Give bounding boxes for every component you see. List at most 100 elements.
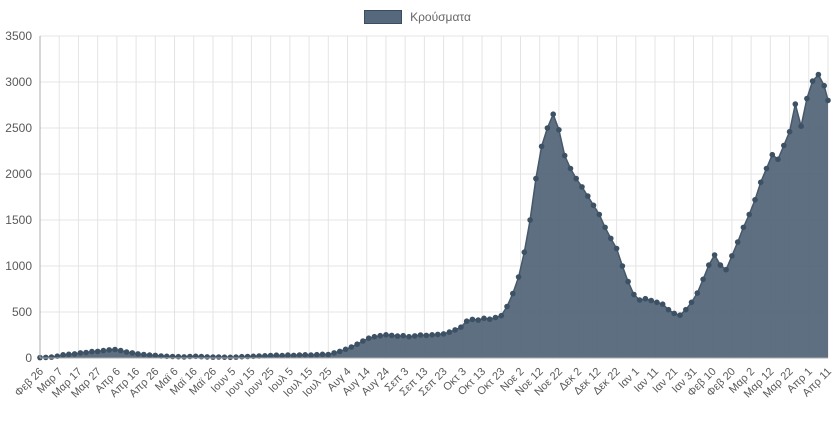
- data-point-dot: [337, 348, 343, 355]
- data-point-dot: [746, 211, 752, 218]
- axes: [39, 36, 828, 359]
- series-data-points: [37, 71, 831, 361]
- data-point-dot: [504, 303, 510, 310]
- data-point-dot: [608, 235, 614, 242]
- data-point-dot: [279, 352, 286, 359]
- data-point-dot: [452, 327, 458, 333]
- data-point-dot: [510, 290, 516, 297]
- data-point-dot: [342, 346, 349, 353]
- data-point-dot: [354, 341, 360, 348]
- legend-color-swatch: [364, 10, 403, 24]
- data-point-dot: [769, 151, 776, 158]
- data-point-dot: [498, 312, 505, 319]
- data-point-dot: [734, 239, 741, 245]
- data-point-dot: [798, 123, 804, 129]
- data-point-dot: [825, 97, 831, 104]
- data-point-dot: [285, 352, 291, 358]
- data-point-dot: [446, 329, 453, 335]
- data-point-dot: [141, 351, 147, 358]
- data-point-dot: [152, 352, 159, 359]
- series-area-fill: [40, 74, 828, 358]
- data-point-dot: [100, 347, 107, 354]
- data-point-dot: [66, 351, 72, 358]
- data-point-dot: [412, 333, 418, 339]
- data-point-dot: [475, 317, 482, 323]
- data-point-dot: [117, 347, 124, 354]
- data-point-dot: [573, 175, 579, 182]
- y-tick-label: 2500: [5, 121, 32, 135]
- data-point-dot: [215, 354, 222, 360]
- data-point-dot: [423, 332, 430, 339]
- data-point-dot: [567, 165, 574, 172]
- data-point-dot: [809, 78, 816, 84]
- data-point-dot: [158, 353, 164, 359]
- legend-item-cases[interactable]: Κρούσματα: [0, 8, 835, 26]
- data-point-dot: [527, 217, 533, 223]
- data-point-dot: [429, 332, 435, 338]
- data-point-dot: [492, 314, 499, 321]
- data-point-dot: [314, 351, 320, 358]
- data-point-dot: [458, 324, 464, 331]
- data-point-dot: [89, 348, 95, 355]
- data-point-dot: [135, 351, 141, 357]
- data-point-dot: [815, 71, 822, 78]
- data-point-dot: [48, 354, 55, 360]
- data-point-dot: [654, 299, 660, 306]
- data-point-dot: [613, 245, 620, 252]
- data-point-dot: [360, 338, 366, 344]
- data-point-dot: [302, 352, 309, 358]
- data-point-dot: [94, 348, 101, 355]
- data-point-dot: [400, 332, 407, 339]
- data-point-dot: [348, 344, 355, 350]
- data-point-dot: [256, 353, 262, 359]
- data-point-dot: [435, 331, 441, 338]
- data-point-dot: [463, 318, 470, 325]
- data-point-dot: [792, 101, 799, 107]
- data-point-dot: [521, 249, 528, 255]
- data-point-dot: [239, 353, 245, 360]
- data-point-dot: [688, 299, 695, 306]
- y-tick-label: 1000: [5, 259, 32, 273]
- data-point-dot: [308, 352, 314, 358]
- data-point-dot: [804, 95, 810, 102]
- data-point-dot: [273, 352, 280, 359]
- data-point-dot: [440, 331, 447, 337]
- data-point-dot: [602, 224, 608, 231]
- data-point-dot: [515, 274, 522, 280]
- data-point-dot: [590, 202, 597, 209]
- data-point-dot: [775, 156, 781, 163]
- data-point-dot: [642, 295, 649, 302]
- data-point-dot: [60, 352, 66, 358]
- data-point-dot: [619, 263, 626, 269]
- data-point-dot: [233, 354, 239, 360]
- data-point-dot: [821, 82, 827, 89]
- data-point-dot: [683, 306, 689, 313]
- data-point-dot: [706, 262, 712, 268]
- data-point-dot: [221, 354, 228, 361]
- data-point-dot: [596, 211, 603, 218]
- data-point-dot: [198, 353, 205, 360]
- data-point-dot: [636, 297, 643, 303]
- data-point-dot: [469, 316, 476, 323]
- data-point-dot: [763, 165, 770, 172]
- y-tick-label: 2000: [5, 167, 32, 181]
- y-tick-label: 1500: [5, 213, 32, 227]
- y-tick-label: 3500: [5, 29, 32, 43]
- data-point-dot: [625, 278, 631, 285]
- data-point-dot: [723, 266, 729, 273]
- data-point-dot: [175, 353, 182, 360]
- data-point-dot: [665, 306, 672, 313]
- data-point-dot: [417, 332, 424, 338]
- data-point-dot: [388, 332, 395, 339]
- data-point-dot: [331, 350, 337, 356]
- data-point-dot: [146, 352, 153, 358]
- y-axis-tick-labels: 0 500 1000 1500 2000 2500 3000 3500: [5, 29, 32, 365]
- data-point-dot: [77, 350, 84, 356]
- data-point-dot: [383, 332, 389, 338]
- data-point-dot: [700, 276, 706, 283]
- data-point-dot: [694, 290, 701, 296]
- data-point-dot: [106, 347, 112, 353]
- data-point-dot: [486, 316, 493, 323]
